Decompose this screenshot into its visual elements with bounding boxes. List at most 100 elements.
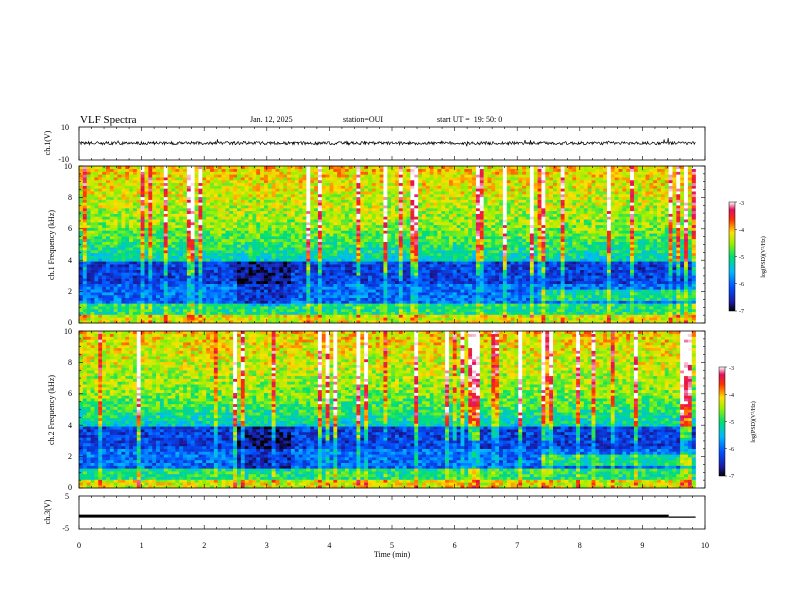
- spectrogram-cell: [352, 233, 357, 237]
- spectrogram-cell: [167, 297, 172, 301]
- spectrogram-cell: [136, 199, 141, 203]
- spectrogram-cell: [225, 294, 230, 299]
- spectrogram-cell: [140, 264, 145, 268]
- spectrogram-cell: [148, 306, 153, 310]
- spectrogram-cell: [179, 199, 184, 203]
- spectrogram-cell: [352, 216, 357, 220]
- spectrogram-cell: [121, 317, 126, 321]
- spectrogram-cell: [260, 252, 265, 256]
- spectrogram-cell: [229, 306, 234, 310]
- spectrogram-cell: [267, 250, 272, 254]
- spectrogram-cell: [341, 314, 346, 318]
- spectrogram-cell: [244, 210, 249, 214]
- spectrogram-cell: [310, 241, 315, 245]
- spectrogram-cell: [252, 272, 257, 276]
- spectrogram-cell: [179, 233, 184, 237]
- spectrogram-cell: [279, 227, 284, 231]
- spectrogram-cell: [410, 230, 415, 234]
- spectrogram-cell: [148, 219, 153, 223]
- spectrogram-cell: [398, 180, 403, 184]
- spectrogram-cell: [113, 297, 118, 301]
- spectrogram-cell: [310, 196, 315, 200]
- spectrogram-cell: [375, 238, 380, 242]
- spectrogram-cell: [225, 252, 230, 256]
- spectrogram-cell: [410, 300, 415, 304]
- spectrogram-cell: [102, 283, 107, 287]
- spectrogram-cell: [217, 264, 222, 268]
- spectrogram-cell: [294, 174, 299, 178]
- spectrogram-cell: [395, 230, 400, 234]
- spectrogram-cell: [356, 278, 361, 282]
- spectrogram-cell: [102, 191, 107, 195]
- spectrogram-cell: [190, 199, 195, 203]
- spectrogram-cell: [152, 250, 157, 254]
- spectrogram-cell: [352, 208, 357, 212]
- spectrogram-cell: [391, 199, 396, 203]
- spectrogram-cell: [240, 210, 245, 214]
- spectrogram-cell: [86, 320, 91, 324]
- spectrogram-cell: [171, 194, 176, 198]
- spectrogram-cell: [406, 185, 411, 189]
- spectrogram-cell: [352, 308, 357, 313]
- spectrogram-cell: [263, 266, 269, 270]
- spectrogram-cell: [229, 311, 234, 315]
- spectrogram-cell: [306, 219, 311, 223]
- spectrogram-cell: [167, 294, 172, 299]
- spectrogram-cell: [337, 196, 342, 200]
- spectrogram-cell: [252, 252, 257, 256]
- spectrogram-cell: [163, 269, 168, 273]
- spectrogram-cell: [121, 278, 126, 282]
- spectrogram-cell: [102, 280, 107, 284]
- spectrogram-cell: [314, 278, 319, 282]
- spectrogram-cell: [102, 202, 107, 206]
- spectrogram-cell: [171, 258, 176, 262]
- spectrogram-cell: [356, 194, 361, 198]
- spectrogram-cell: [368, 272, 373, 276]
- spectrogram-cell: [298, 303, 303, 307]
- spectrogram-cell: [344, 300, 350, 304]
- spectrogram-cell: [329, 194, 334, 198]
- spectrogram-cell: [136, 280, 141, 284]
- spectrogram-cell: [356, 210, 361, 214]
- spectrogram-cell: [341, 224, 346, 228]
- spectrogram-cell: [210, 171, 215, 175]
- spectrogram-cell: [136, 289, 141, 293]
- spectrogram-cell: [202, 306, 207, 310]
- spectrogram-cell: [202, 177, 207, 181]
- spectrogram-cell: [333, 233, 338, 237]
- spectrogram-cell: [302, 244, 307, 248]
- spectrogram-cell: [294, 168, 299, 172]
- spectrogram-cell: [244, 247, 249, 251]
- spectrogram-cell: [402, 213, 407, 217]
- spectrogram-cell: [144, 320, 149, 324]
- spectrogram-cell: [132, 244, 138, 248]
- spectrogram-cell: [263, 230, 269, 234]
- spectrogram-cell: [221, 317, 226, 321]
- spectrogram-cell: [121, 233, 126, 237]
- spectrogram-cell: [283, 222, 288, 226]
- spectrogram-cell: [159, 244, 165, 248]
- spectrogram-cell: [360, 320, 365, 324]
- spectrogram-cell: [156, 194, 161, 198]
- spectrogram-cell: [387, 311, 392, 315]
- spectrogram-cell: [206, 177, 211, 181]
- spectrogram-cell: [290, 294, 296, 299]
- spectrogram-cell: [121, 219, 126, 223]
- spectrogram-cell: [129, 258, 134, 262]
- spectrogram-cell: [109, 306, 114, 310]
- spectrogram-cell: [152, 213, 157, 217]
- spectrogram-cell: [256, 199, 261, 203]
- spectrogram-cell: [306, 292, 311, 296]
- spectrogram-cell: [105, 269, 111, 273]
- spectrogram-cell: [379, 210, 384, 214]
- spectrogram-cell: [140, 219, 145, 223]
- spectrogram-cell: [360, 188, 365, 192]
- spectrogram-cell: [402, 194, 407, 198]
- spectrogram-cell: [105, 166, 111, 170]
- spectrogram-cell: [202, 317, 207, 321]
- spectrogram-cell: [352, 280, 357, 284]
- spectrogram-cell: [117, 219, 122, 223]
- spectrogram-cell: [190, 174, 195, 178]
- spectrogram-cell: [395, 266, 400, 270]
- spectrogram-cell: [410, 320, 415, 324]
